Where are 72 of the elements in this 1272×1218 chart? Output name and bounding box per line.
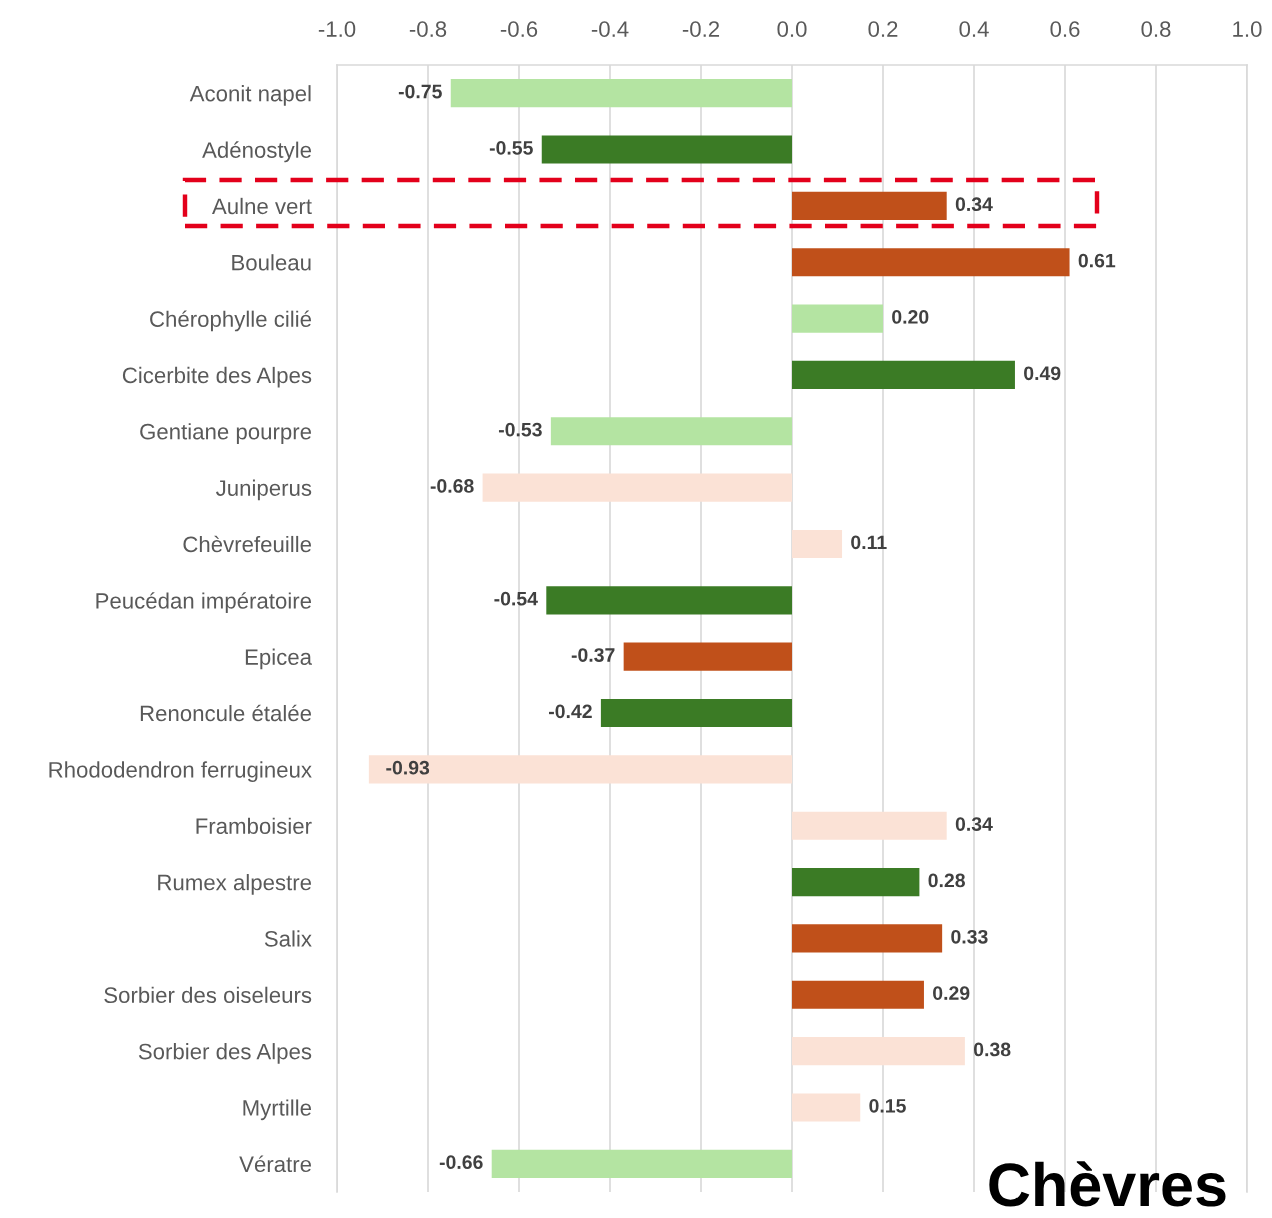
data-label: 0.33 <box>951 929 988 944</box>
bar <box>546 586 792 615</box>
y-tick-label: Chèvrefeuille <box>183 535 312 553</box>
y-tick-label: Aconit napel <box>189 85 311 106</box>
y-tick-label: Salix <box>264 930 312 947</box>
y-tick-label: Aulne vert <box>212 197 312 215</box>
data-label: 0.34 <box>955 817 993 831</box>
data-label: -0.55 <box>489 140 533 155</box>
data-label: 0.29 <box>933 986 970 1000</box>
y-tick-label: Bouleau <box>232 254 311 271</box>
bar <box>482 473 792 502</box>
y-tick-label: Peucédan impératoire <box>96 592 312 614</box>
bar <box>541 135 792 164</box>
data-label: 0.61 <box>1078 253 1116 268</box>
data-label: -0.93 <box>386 760 430 775</box>
y-tick-label: Sorbier des oiseleurs <box>104 986 312 1004</box>
y-tick-label: Chérophylle cilié <box>150 310 312 332</box>
x-tick-label: 0.8 <box>1141 21 1171 37</box>
bar <box>623 642 792 671</box>
x-tick-label: 0.4 <box>959 21 989 37</box>
bar <box>792 304 883 333</box>
x-tick-label: 0.0 <box>777 21 807 37</box>
bar <box>450 79 792 108</box>
y-tick-label: Framboisier <box>196 817 312 834</box>
x-tick-label: -0.6 <box>500 21 538 37</box>
data-label: 0.28 <box>928 873 965 888</box>
data-label: 0.15 <box>869 1098 906 1113</box>
data-label: -0.37 <box>571 648 615 662</box>
y-tick-label: Gentiane pourpre <box>140 423 312 444</box>
bar <box>792 867 920 897</box>
x-tick-label: 0.6 <box>1050 21 1080 37</box>
bar <box>792 248 1070 277</box>
bar <box>600 698 792 728</box>
y-tick-label: Sorbier des Alpes <box>138 1043 312 1064</box>
x-tick-label: 1.0 <box>1233 21 1262 37</box>
x-tick-label: 0.2 <box>868 21 898 37</box>
bar <box>550 417 792 446</box>
bar <box>792 360 1015 390</box>
data-label: -0.68 <box>430 479 474 493</box>
bar <box>792 529 843 559</box>
bar <box>792 924 943 953</box>
data-label: 0.34 <box>955 197 993 212</box>
data-label: 0.38 <box>974 1042 1011 1057</box>
x-tick-label: -0.4 <box>591 21 629 37</box>
x-tick-label: -0.2 <box>682 21 720 37</box>
data-label: 0.11 <box>851 535 887 550</box>
data-label: -0.54 <box>494 591 538 606</box>
bar <box>792 1037 965 1066</box>
bar <box>792 191 947 220</box>
annotation: Chèvres <box>989 1161 1226 1207</box>
data-label: 0.20 <box>892 310 929 324</box>
bar <box>792 980 924 1009</box>
bar <box>792 811 947 840</box>
data-label: 0.49 <box>1024 366 1061 381</box>
bar <box>368 755 792 784</box>
y-tick-label: Adénostyle <box>202 141 312 163</box>
y-tick-label: Rhododendron ferrugineux <box>49 761 312 783</box>
data-label: -0.66 <box>439 1155 483 1170</box>
y-tick-label: Rumex alpestre <box>158 874 312 895</box>
y-tick-label: Epicea <box>245 648 312 670</box>
bar <box>491 1149 792 1178</box>
y-tick-label: Myrtille <box>243 1099 312 1121</box>
y-tick-label: Vératre <box>239 1155 312 1173</box>
data-label: -0.53 <box>498 422 542 437</box>
data-label: -0.75 <box>398 84 442 99</box>
x-tick-label: -0.8 <box>409 21 447 37</box>
y-tick-label: Cicerbite des Alpes <box>122 366 312 388</box>
y-tick-label: Juniperus <box>216 479 312 501</box>
x-tick-label: -1.0 <box>318 21 356 37</box>
data-label: -0.42 <box>549 704 592 719</box>
y-tick-label: Renoncule étalée <box>140 704 312 722</box>
bar <box>792 1093 861 1122</box>
